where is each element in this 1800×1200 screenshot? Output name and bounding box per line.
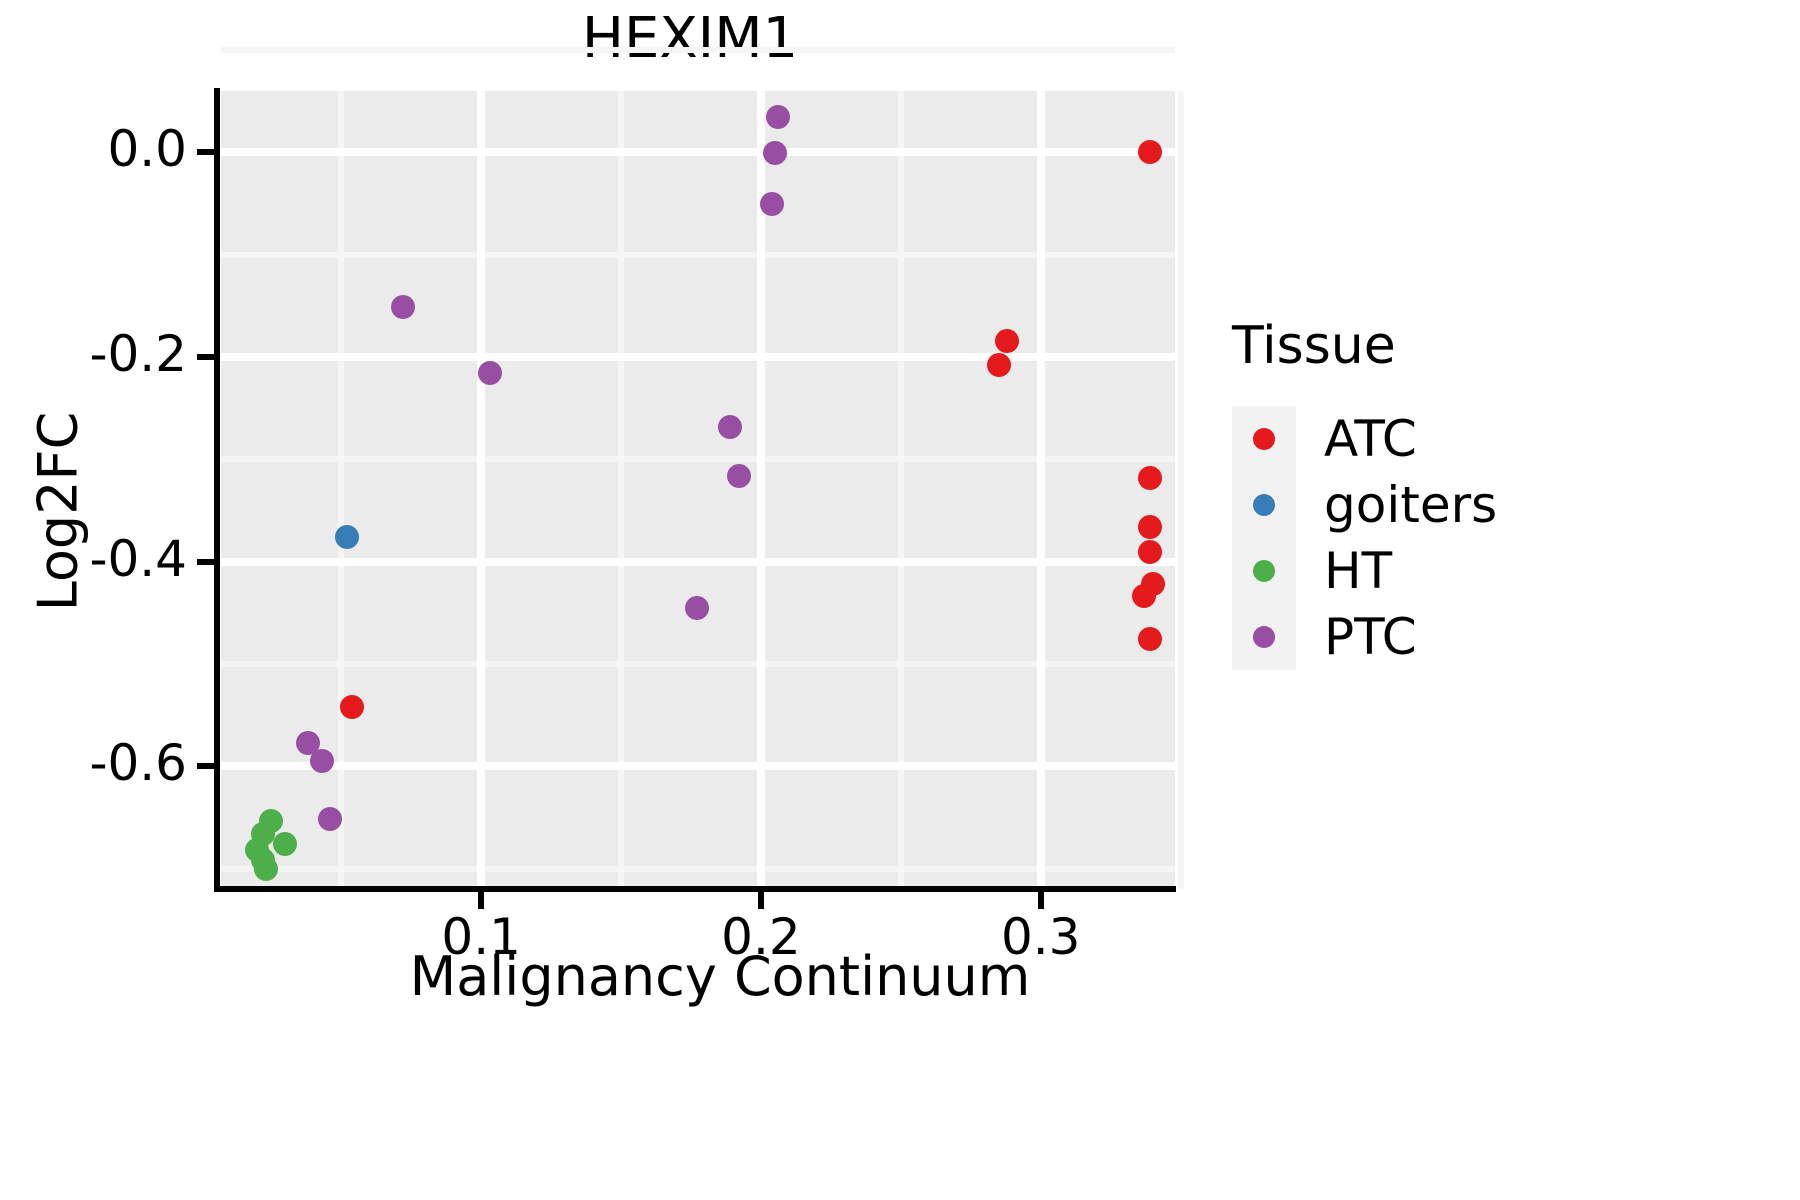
legend-key-swatch — [1232, 538, 1296, 604]
x-tick-mark — [757, 891, 764, 909]
data-point-ptc — [760, 191, 785, 216]
legend-item-ht[interactable]: HT — [1232, 538, 1792, 604]
x-tick-label: 0.2 — [721, 908, 801, 966]
legend-point-icon — [1253, 560, 1275, 582]
gridline-vertical-major — [1036, 91, 1045, 889]
y-tick-label: 0.0 — [107, 120, 187, 179]
chart-title: HEXIM1 — [581, 6, 799, 71]
data-point-atc — [1132, 584, 1157, 609]
legend-key-swatch — [1232, 472, 1296, 538]
legend-point-icon — [1253, 428, 1275, 450]
gridline-horizontal-minor — [221, 865, 1175, 872]
x-tick-label: 0.1 — [441, 908, 521, 966]
data-point-ptc — [765, 104, 790, 129]
data-point-atc — [1137, 465, 1162, 490]
x-tick-mark — [478, 891, 485, 909]
y-tick-label: -0.4 — [89, 529, 187, 588]
data-point-atc — [995, 328, 1020, 353]
y-tick-label: -0.6 — [89, 734, 187, 793]
y-tick-mark — [197, 558, 215, 565]
data-point-ptc — [390, 294, 415, 319]
data-point-ht — [273, 831, 298, 856]
y-axis-line — [214, 88, 220, 892]
gridline-vertical-minor — [1177, 91, 1184, 889]
data-point-ptc — [477, 361, 502, 386]
legend-point-icon — [1253, 494, 1275, 516]
y-tick-label: -0.2 — [89, 325, 187, 383]
data-point-ptc — [684, 595, 709, 620]
gridline-horizontal-major — [221, 557, 1175, 566]
gridline-vertical-minor — [897, 91, 904, 889]
data-point-atc — [1137, 514, 1162, 539]
legend-items: ATC goiters HT PTC — [1232, 406, 1792, 670]
y-tick-mark — [197, 149, 215, 156]
legend-item-label: HT — [1324, 542, 1393, 600]
gridline-horizontal-major — [221, 148, 1175, 157]
gridline-horizontal-minor — [221, 47, 1175, 54]
legend-item-goiters[interactable]: goiters — [1232, 472, 1792, 538]
data-point-atc — [340, 694, 365, 719]
data-point-atc — [986, 353, 1011, 378]
data-point-atc — [1137, 627, 1162, 652]
legend-point-icon — [1253, 626, 1275, 648]
gridline-vertical-major — [756, 91, 765, 889]
legend-item-atc[interactable]: ATC — [1232, 406, 1792, 472]
gridline-vertical-minor — [338, 91, 345, 889]
data-point-ptc — [318, 807, 343, 832]
data-point-ptc — [762, 141, 787, 166]
gridline-horizontal-major — [221, 762, 1175, 771]
gridline-horizontal-minor — [221, 251, 1175, 258]
x-axis-title: Malignancy Continuum — [409, 945, 1031, 1008]
plot-panel — [221, 47, 1184, 889]
legend-key-swatch — [1232, 604, 1296, 670]
x-tick-label: 0.3 — [1000, 908, 1081, 966]
y-tick-mark — [197, 763, 215, 770]
gridline-horizontal-minor — [221, 660, 1175, 667]
legend: Tissue ATC goiters HT PTC — [1232, 320, 1792, 670]
data-point-ptc — [718, 414, 743, 439]
gridline-horizontal-major — [221, 353, 1175, 361]
data-point-atc — [1137, 540, 1162, 565]
legend-key-swatch — [1232, 406, 1296, 472]
data-point-ptc — [309, 749, 334, 774]
data-point-ptc — [726, 463, 751, 488]
legend-item-ptc[interactable]: PTC — [1232, 604, 1792, 670]
legend-item-label: ATC — [1324, 410, 1417, 468]
legend-item-label: goiters — [1324, 476, 1498, 534]
gridline-vertical-major — [477, 91, 486, 889]
y-tick-mark — [197, 354, 215, 360]
gridline-vertical-minor — [618, 91, 625, 889]
data-point-ht — [253, 856, 278, 881]
data-point-goiters — [334, 525, 359, 550]
data-point-atc — [1137, 140, 1162, 165]
legend-title: Tissue — [1232, 316, 1396, 376]
legend-item-label: PTC — [1324, 608, 1417, 666]
x-tick-mark — [1037, 891, 1044, 909]
gridline-horizontal-minor — [221, 456, 1175, 463]
x-axis-line — [214, 886, 1176, 892]
